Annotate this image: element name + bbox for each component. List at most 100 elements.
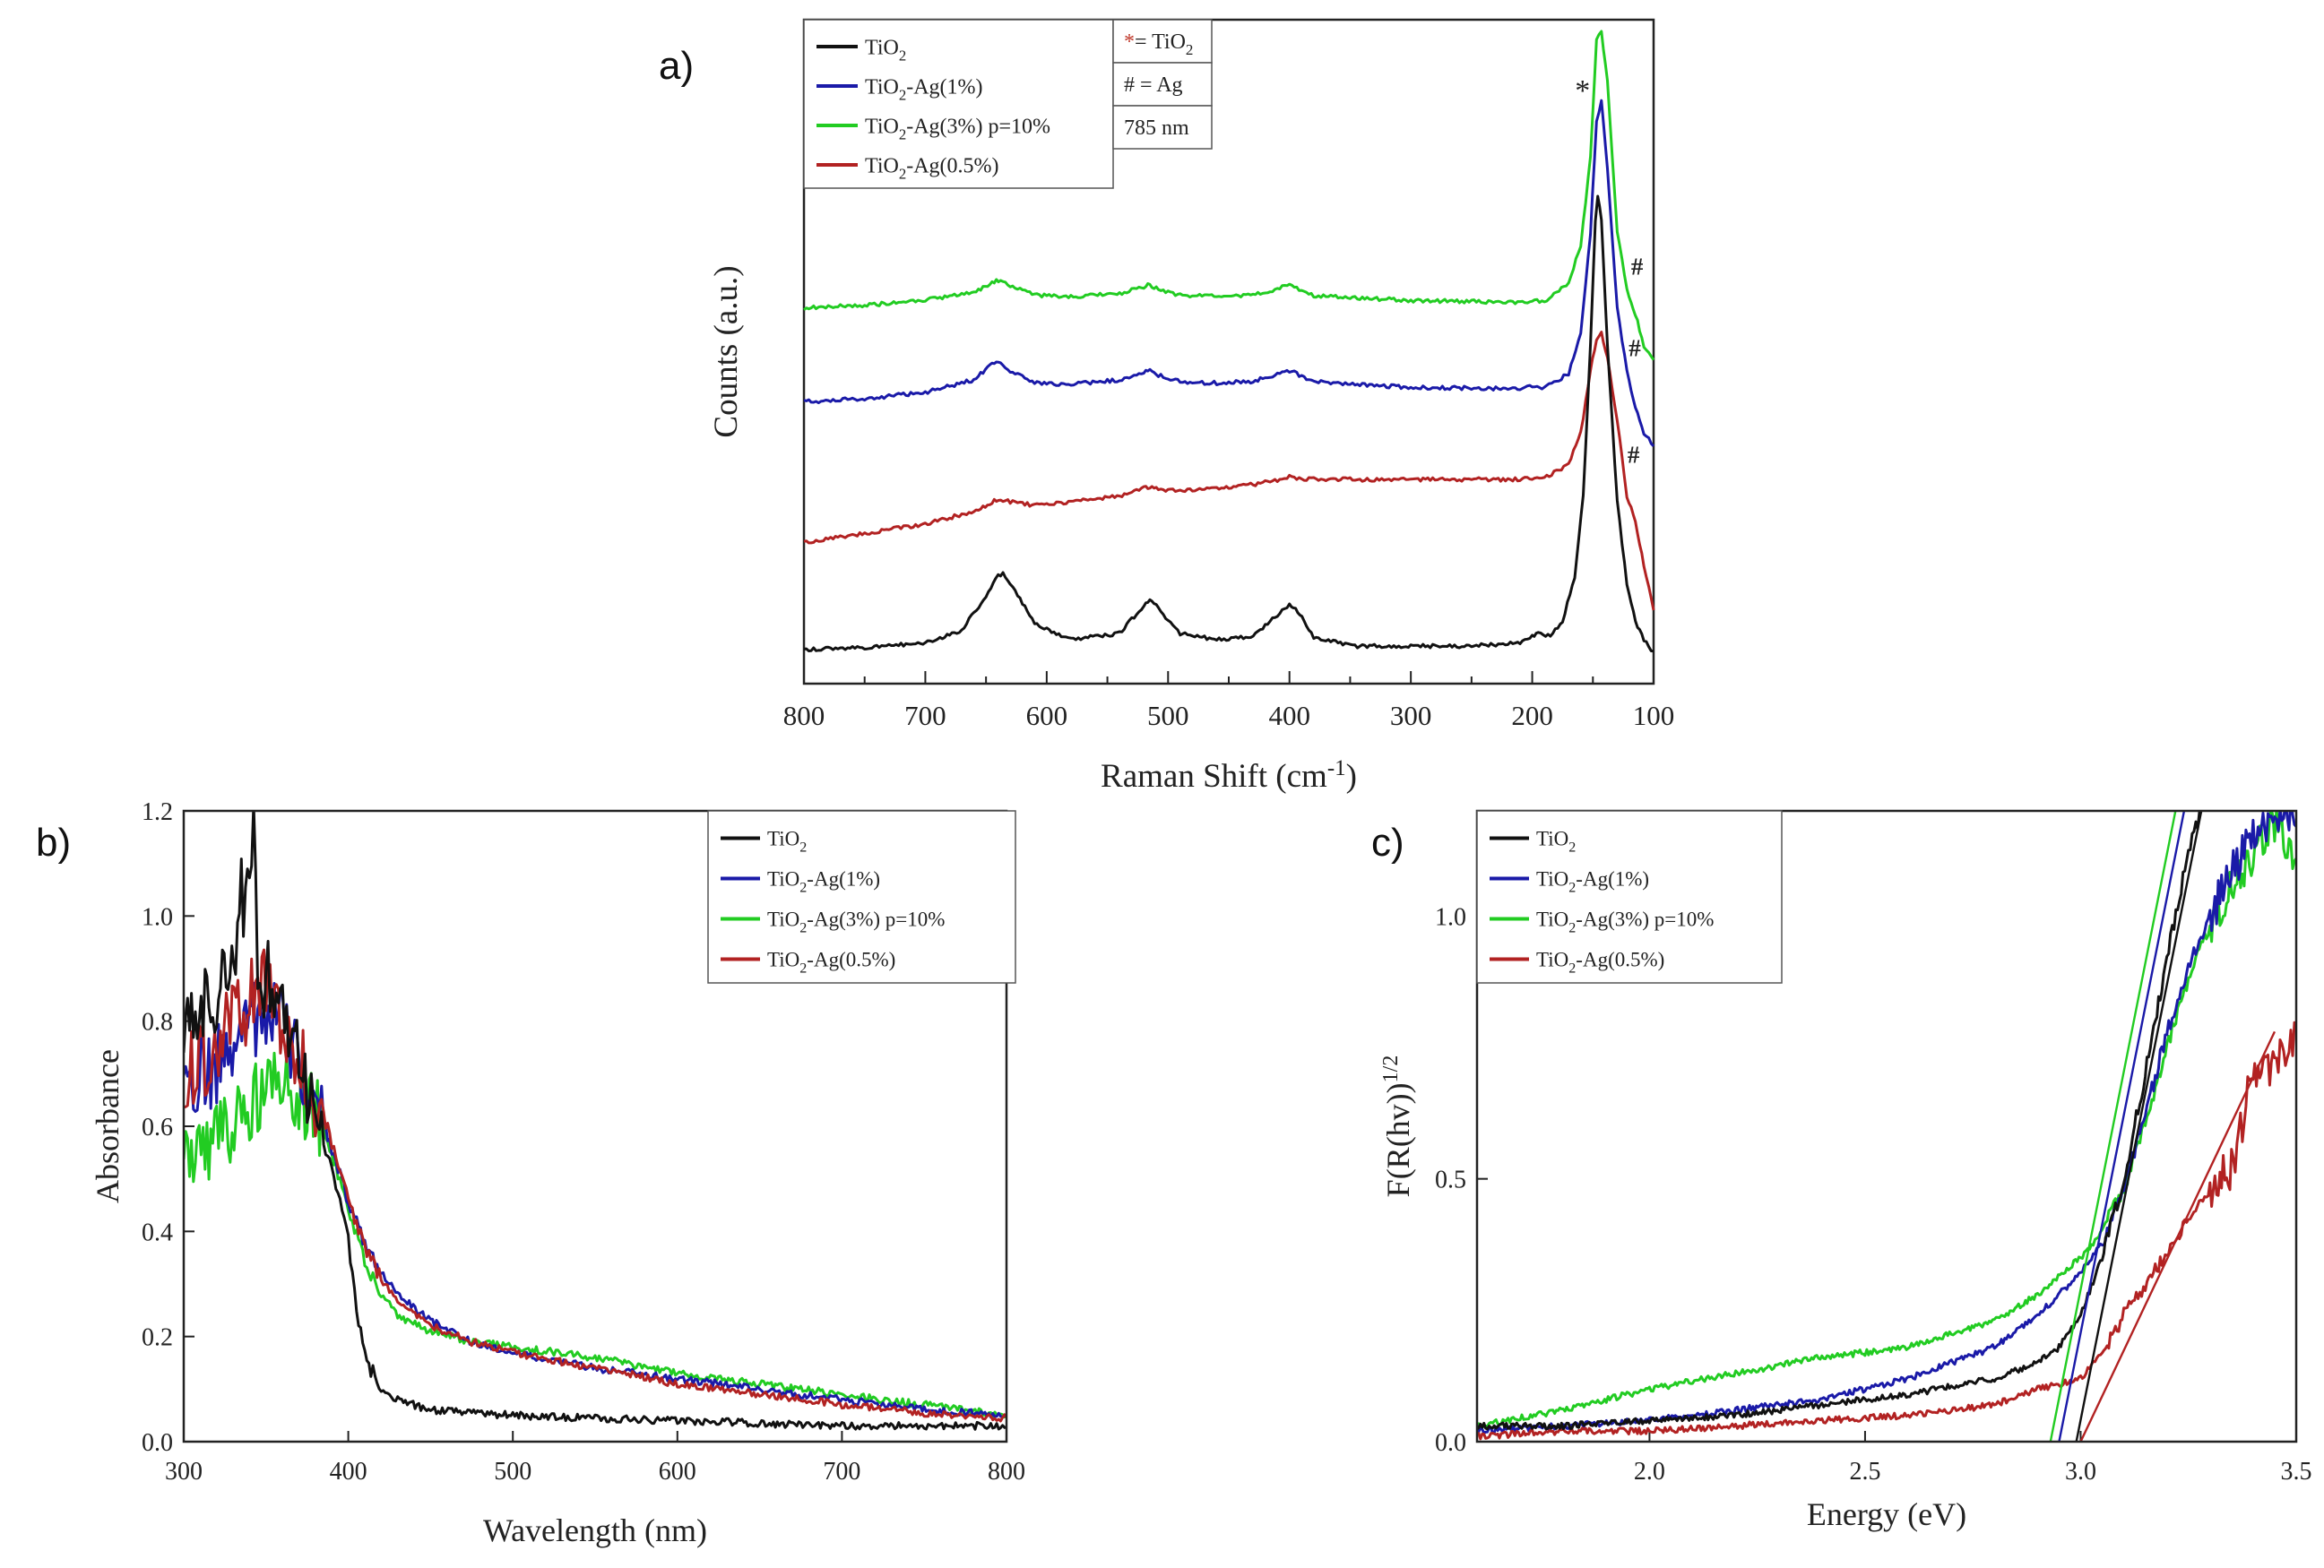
panel-a-series-line [803,331,1655,611]
panel-b-legend-label-0: TiO2 [767,828,807,856]
panel-a-annotation-cell [1112,105,1213,150]
panel-c-series-line [1477,811,2296,1434]
panel-b-y-tick-label: 1.2 [142,798,173,826]
panel-c-x-axis-label: Energy (eV) [1807,1496,1966,1532]
panel-b-legend-label-sub: 2 [799,880,807,895]
panel-a-legend-label-sub: 2 [899,126,906,143]
panel-c-y-axis-label: F(R(hv))1/2 [1379,1055,1416,1198]
panel-b: 300 400 500 600 700 800 0.0 0.2 0.4 0.6 0.8 1.0 1.2 T… [36,798,1025,1548]
panel-a-annotation-text: # = Ag [1124,73,1183,97]
panel-b-x-tick-label: 300 [165,1458,203,1486]
panel-b-legend-label-rest: -Ag(1%) [807,868,880,891]
panel-c-series-line [1477,811,2202,1431]
panel-b-y-tick-label: 0.8 [142,1009,173,1037]
panel-c-legend-label-sub: 2 [1568,961,1576,976]
panel-a-x-tick-label: 100 [1633,700,1675,731]
panel-b-x-tick-label: 600 [659,1458,696,1486]
panel-a-annotation-text: 785 nm [1124,116,1189,140]
panel-a-x-axis-label-main: Raman Shift (cm [1101,758,1327,795]
panel-c: 2.0 2.5 3.0 3.50.00.51.0TiO2TiO2-Ag(1%)TiO2… [1371,809,2312,1532]
panel-a: 800 700 600 500 400 300 200 100*###TiO2TiO2-Ag(… [659,18,1675,795]
panel-a-annotation-label: = Ag [1135,73,1183,97]
panel-a-legend-label-sub: 2 [899,47,906,65]
panel-b-legend-label-rest: -Ag(3%) p=10% [807,909,945,931]
panel-b-legend-label-sub: 2 [799,920,807,935]
panel-c-tauc-fit-line [2075,811,2203,1442]
panel-a-annotation-symbol: # [1124,73,1135,97]
panel-a-legend-label-base: TiO [865,75,899,99]
panel-b-label: b) [36,821,71,865]
panel-a-marker-hash: # [1629,335,1641,362]
panel-a-annotation-cell [1112,62,1213,107]
panel-a-legend-label-0: TiO2 [865,36,906,64]
panel-c-tauc-fit-line [2049,811,2177,1442]
panel-b-x-tick-label: 500 [494,1458,531,1486]
panel-c-legend-label-base: TiO [1536,909,1568,931]
panel-a-series-line [803,194,1654,653]
panel-a-x-tick-label: 800 [783,700,825,731]
panel-c-x-tick-label: 2.5 [1849,1458,1880,1486]
panel-c-legend-label-rest: -Ag(0.5%) [1576,949,1664,971]
panel-a-annotation-cell [1112,19,1213,64]
panel-b-y-tick-label: 0.2 [142,1324,173,1352]
panel-b-y-tick-label: 0.0 [142,1429,173,1457]
panel-c-legend-label-sub: 2 [1568,880,1576,895]
panel-c-legend-label-2: TiO2-Ag(3%) p=10% [1536,909,1714,936]
panel-b-x-tick-label: 800 [988,1458,1025,1486]
panel-c-y-axis-label-sup: 1/2 [1379,1055,1403,1083]
panel-c-legend-label-base: TiO [1536,868,1568,891]
panel-a-legend-label-rest: -Ag(0.5%) [906,154,998,177]
panel-a-marker-star: * [1575,74,1590,108]
panel-b-frame [182,809,1008,1443]
panel-a-legend-label-rest: -Ag(1%) [906,75,982,99]
panel-a-legend-label-2: TiO2-Ag(3%) p=10% [865,115,1050,142]
panel-b-x-tick-label: 700 [823,1458,860,1486]
panel-a-marker-hash: # [1628,441,1640,468]
panel-a-legend-label-sub: 2 [899,166,906,183]
panel-c-y-tick-label: 1.0 [1435,903,1466,931]
panel-b-series-line [184,981,1006,1419]
panel-c-y-tick-label: 0.5 [1435,1167,1466,1194]
panel-c-legend-label-rest: -Ag(1%) [1576,868,1649,891]
panel-b-legend-label-base: TiO [767,828,799,850]
panel-a-x-tick-label: 700 [904,700,946,731]
panel-c-legend-label-3: TiO2-Ag(0.5%) [1536,949,1664,977]
panel-a-annotation-label: = TiO [1135,30,1186,54]
panel-c-series-line [1477,1021,2296,1441]
panel-c-label: c) [1371,821,1404,865]
panel-b-y-tick-label: 1.0 [142,903,173,931]
panel-c-x-tick-label: 3.5 [2281,1458,2312,1486]
panel-c-legend-label-sub: 2 [1568,920,1576,935]
panel-b-legend-label-base: TiO [767,868,799,891]
panel-b-series-line [184,811,1006,1431]
panel-a-x-tick-label: 200 [1511,700,1553,731]
panel-c-legend-label-1: TiO2-Ag(1%) [1536,868,1649,896]
panel-a-annotation-text: *= TiO2 [1124,30,1193,58]
panel-b-legend-label-sub: 2 [799,840,807,855]
panel-a-legend-label-base: TiO [865,115,899,138]
panel-c-legend-label-sub: 2 [1568,840,1576,855]
panel-c-frame [1475,809,2298,1443]
panel-b-legend-label-3: TiO2-Ag(0.5%) [767,949,895,977]
panel-c-tauc-fit-line [2058,811,2186,1442]
panel-a-marker-hash: # [1631,254,1644,280]
panel-b-legend-label-rest: -Ag(0.5%) [807,949,895,971]
panel-a-series-line [803,30,1655,361]
panel-a-y-axis-label: Counts (a.u.) [708,265,745,437]
panel-a-x-tick-label: 600 [1026,700,1068,731]
panel-a-series-line [803,99,1655,447]
panel-b-series-line [184,948,1006,1423]
panel-b-legend-label-sub: 2 [799,961,807,976]
panel-a-legend-label-rest: -Ag(3%) p=10% [906,115,1050,138]
panel-c-x-tick-label: 3.0 [2065,1458,2096,1486]
panel-c-legend-label-rest: -Ag(3%) p=10% [1576,909,1714,931]
panel-c-legend-label-0: TiO2 [1536,828,1576,856]
panel-a-annotation-sub: 2 [1186,41,1194,58]
panel-b-legend-label-base: TiO [767,949,799,971]
panel-a-legend-label-1: TiO2-Ag(1%) [865,75,983,103]
panel-a-x-tick-label: 500 [1147,700,1189,731]
panel-c-y-tick-label: 0.0 [1435,1429,1466,1457]
panel-a-annotation-label: 785 nm [1124,116,1189,140]
panel-b-y-tick-label: 0.4 [142,1219,173,1246]
